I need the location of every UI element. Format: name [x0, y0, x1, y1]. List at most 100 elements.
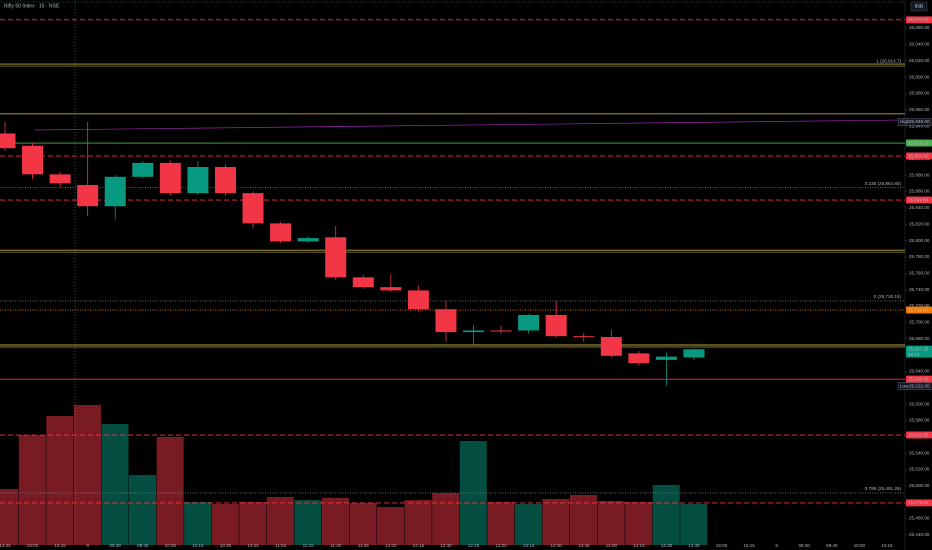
- price-label-box: [906, 139, 932, 147]
- y-tick-label: 25,940.00: [909, 123, 930, 128]
- currency-label[interactable]: INR: [915, 4, 924, 10]
- volume-bar: [239, 502, 267, 545]
- marker-label: 25,945.00: [909, 119, 930, 124]
- price-label-box: [906, 16, 932, 24]
- price-label: 26,070.00: [908, 17, 929, 22]
- y-tick-label: 26,020.00: [909, 58, 930, 63]
- candle-body: [628, 353, 650, 364]
- candle-body: [490, 330, 512, 332]
- candle-body: [600, 337, 622, 356]
- x-tick-label: 9: [775, 543, 778, 548]
- candle-body: [270, 223, 292, 242]
- candle-body: [463, 330, 485, 333]
- candle-body: [242, 193, 264, 224]
- x-tick-label: 12:00: [385, 543, 397, 548]
- price-label-box: [906, 152, 932, 160]
- x-tick-label: 15:15: [743, 543, 755, 548]
- volume-bar: [266, 497, 294, 545]
- price-label: 25,903.40: [908, 153, 929, 158]
- volume-bar: [349, 503, 377, 545]
- currency-button[interactable]: [910, 1, 928, 12]
- y-tick-label: 25,980.00: [909, 91, 930, 96]
- x-tick-label: 09:30: [109, 543, 121, 548]
- marker-box: [897, 118, 932, 126]
- countdown-label: 08:12: [908, 352, 920, 357]
- y-tick-label: 25,520.00: [909, 467, 930, 472]
- y-tick-label: 25,500.00: [909, 483, 930, 488]
- candle-body: [22, 145, 44, 175]
- candle-body: [545, 314, 567, 337]
- price-label: 25,630.45: [908, 376, 929, 381]
- volume-bar: [0, 489, 19, 545]
- candle-body: [325, 237, 347, 278]
- x-tick-label: 10:30: [220, 543, 232, 548]
- price-label: 25,849.55: [908, 197, 929, 202]
- y-tick-label: 25,780.00: [909, 254, 930, 259]
- y-tick-label: 25,640.00: [909, 369, 930, 374]
- volume-bar: [73, 405, 101, 545]
- marker-name: Low: [900, 383, 909, 388]
- y-tick-label: 26,060.00: [909, 25, 930, 30]
- price-label: 25,562.05: [908, 432, 929, 437]
- candle-body: [187, 166, 209, 194]
- x-tick-label: 13:15: [523, 543, 535, 548]
- candle-body: [380, 287, 402, 291]
- volume-bar: [680, 504, 708, 545]
- trend-line: [34, 119, 906, 131]
- y-tick-label: 25,720.00: [909, 303, 930, 308]
- volume-bar: [625, 502, 653, 545]
- volume-bar: [487, 502, 515, 545]
- volume-bar: [211, 504, 239, 545]
- x-tick-label: 11:00: [275, 543, 287, 548]
- volume-bar: [377, 507, 405, 545]
- volume-bar: [542, 499, 570, 545]
- candle-body: [435, 309, 457, 333]
- candle-body: [352, 277, 374, 288]
- candle-body: [655, 356, 677, 360]
- level-annotation: 0 (25,726.15): [874, 294, 902, 299]
- y-tick-label: 25,760.00: [909, 270, 930, 275]
- x-tick-label: 11:15: [303, 543, 315, 548]
- y-tick-label: 25,540.00: [909, 450, 930, 455]
- last-price-label: 25,667.25: [908, 346, 929, 351]
- marker-box: [897, 382, 932, 390]
- volume-bar: [156, 437, 184, 545]
- x-tick-label: 09:45: [826, 543, 838, 548]
- candle-body: [297, 238, 319, 242]
- x-tick-label: 15:00: [27, 543, 39, 548]
- x-tick-label: 10:00: [854, 543, 866, 548]
- y-tick-label: 26,000.00: [909, 74, 930, 79]
- y-tick-label: 25,580.00: [909, 418, 930, 423]
- x-tick-label: 12:15: [413, 543, 425, 548]
- x-tick-label: 13:00: [495, 543, 507, 548]
- candle-body: [683, 349, 705, 358]
- volume-bar: [184, 502, 212, 545]
- x-tick-label: 11:45: [358, 543, 370, 548]
- chart-title: Nifty 50 Index · 15 · NSE: [4, 3, 60, 9]
- x-tick-label: 12:30: [440, 543, 452, 548]
- price-label-box: [906, 499, 932, 507]
- candle-body: [77, 184, 99, 207]
- x-tick-label: 10:15: [881, 543, 893, 548]
- last-price-box: [906, 345, 932, 358]
- y-tick-label: 25,460.00: [909, 516, 930, 521]
- candle-body: [518, 314, 540, 331]
- volume-bar: [101, 424, 129, 545]
- volume-bar: [18, 435, 46, 545]
- volume-bar: [321, 498, 349, 545]
- x-tick-label: 09:30: [798, 543, 810, 548]
- x-tick-label: 10:00: [165, 543, 177, 548]
- price-label: 25,479.05: [908, 500, 929, 505]
- y-tick-label: 25,840.00: [909, 205, 930, 210]
- volume-bar: [652, 485, 680, 545]
- price-label-box: [906, 375, 932, 383]
- y-tick-label: 25,800.00: [909, 238, 930, 243]
- volume-bar: [294, 500, 322, 545]
- candle-body: [573, 336, 595, 338]
- x-tick-label: 10:45: [247, 543, 259, 548]
- candle-body: [214, 166, 236, 194]
- y-tick-label: 25,960.00: [909, 107, 930, 112]
- candle-body: [49, 174, 71, 184]
